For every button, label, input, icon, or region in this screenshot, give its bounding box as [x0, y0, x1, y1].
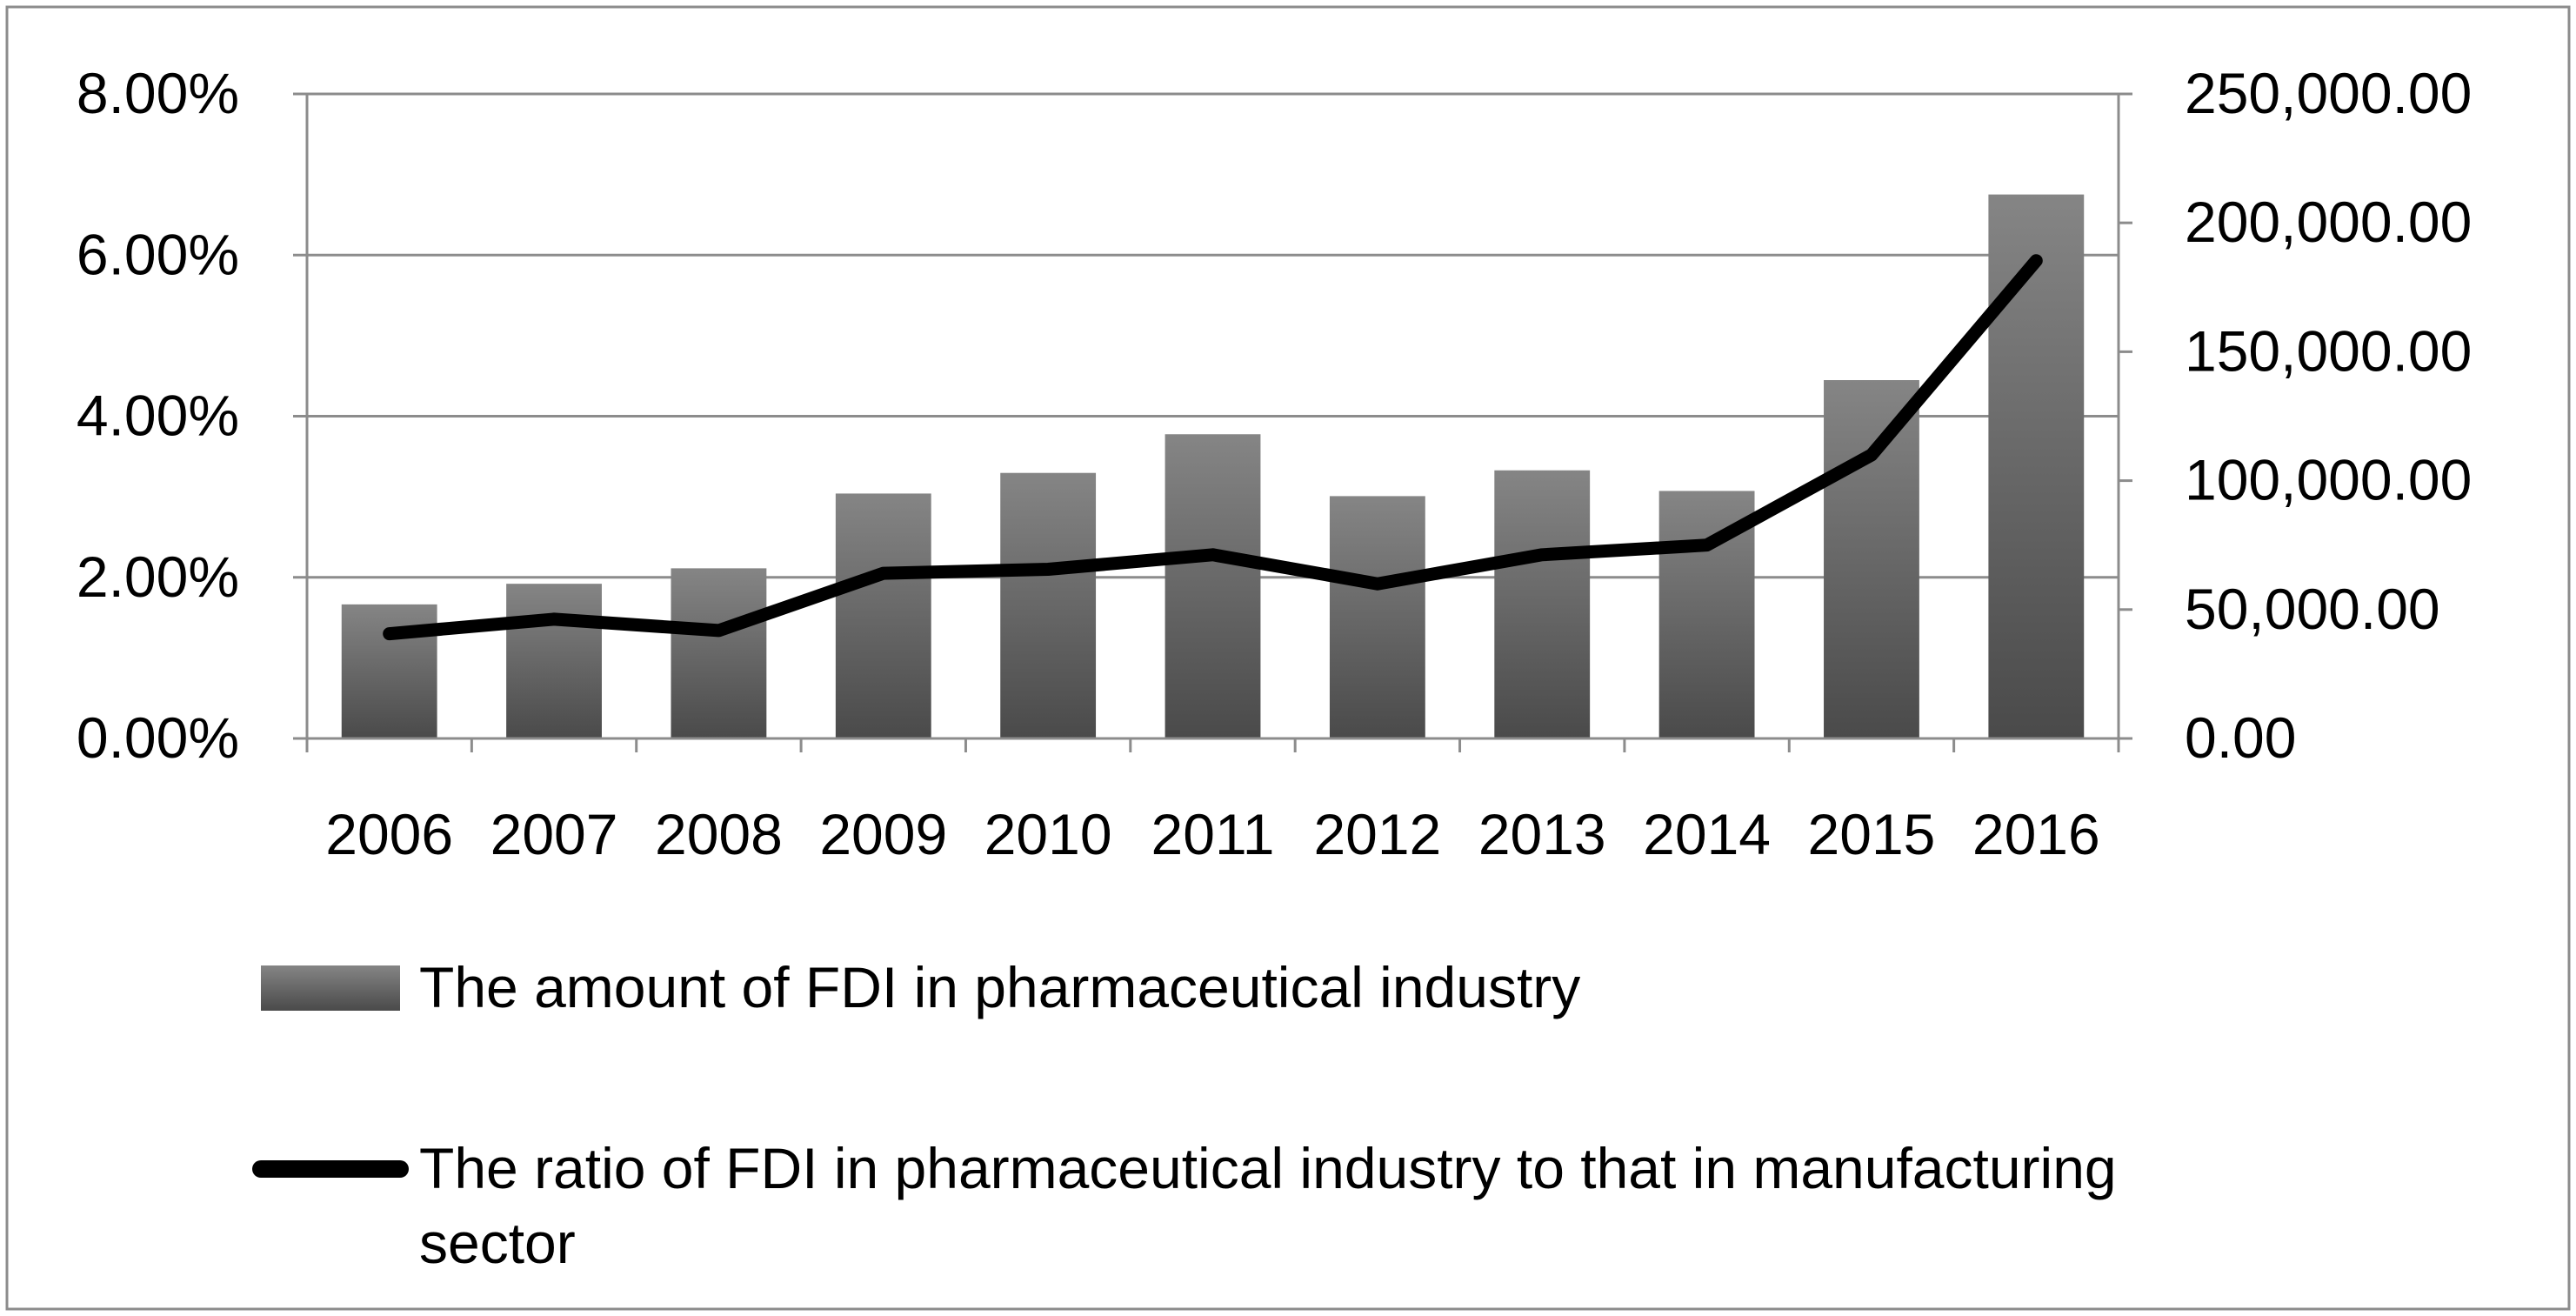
- bar-series: [341, 194, 2085, 738]
- line-series: [383, 254, 2043, 641]
- bar: [835, 493, 931, 738]
- x-tick-label: 2008: [655, 802, 783, 866]
- left-tick-label: 8.00%: [77, 61, 239, 125]
- bar: [1329, 496, 1425, 738]
- x-tick-label: 2006: [325, 802, 453, 866]
- left-tick-label: 6.00%: [77, 222, 239, 286]
- ratio-line: [383, 254, 2043, 641]
- left-tick-label: 2.00%: [77, 544, 239, 609]
- x-tick-label: 2016: [1972, 802, 2100, 866]
- legend: The amount of FDI in pharmaceutical indu…: [252, 955, 2132, 1275]
- x-tick-label: 2009: [819, 802, 947, 866]
- legend-label-bar: The amount of FDI in pharmaceutical indu…: [419, 955, 1580, 1019]
- bar: [1165, 434, 1261, 738]
- bar: [1494, 470, 1591, 738]
- right-tick-label: 50,000.00: [2185, 577, 2440, 641]
- x-tick-label: 2013: [1478, 802, 1606, 866]
- x-tick-label: 2011: [1151, 802, 1275, 866]
- left-axis-tick-labels: 0.00% 2.00% 4.00% 6.00% 8.00%: [77, 61, 239, 770]
- x-axis-tick-labels: 2006 2007 2008 2009 2010 2011 2012 2013 2014 2015…: [325, 802, 2099, 866]
- x-tick-label: 2012: [1313, 802, 1441, 866]
- bar: [1988, 194, 2085, 738]
- x-tick-label: 2015: [1808, 802, 1936, 866]
- bar: [1824, 380, 1919, 738]
- legend-label-line: The ratio of FDI in pharmaceutical indus…: [419, 1136, 2132, 1275]
- left-tick-label: 0.00%: [77, 705, 239, 770]
- right-tick-label: 0.00: [2185, 705, 2296, 770]
- right-tick-label: 100,000.00: [2185, 448, 2472, 512]
- axes: [293, 92, 2132, 752]
- bar: [506, 584, 602, 738]
- legend-swatch-bar: [261, 965, 400, 1011]
- right-tick-label: 150,000.00: [2185, 318, 2472, 383]
- left-tick-label: 4.00%: [77, 384, 239, 448]
- bar: [1000, 472, 1097, 738]
- bar: [671, 568, 767, 738]
- x-tick-label: 2007: [491, 802, 618, 866]
- right-tick-label: 250,000.00: [2185, 61, 2472, 125]
- right-axis-tick-labels: 0.00 50,000.00 100,000.00 150,000.00 200,000…: [2185, 61, 2472, 770]
- x-tick-label: 2014: [1643, 802, 1771, 866]
- x-tick-label: 2010: [984, 802, 1112, 866]
- right-tick-label: 200,000.00: [2185, 190, 2472, 254]
